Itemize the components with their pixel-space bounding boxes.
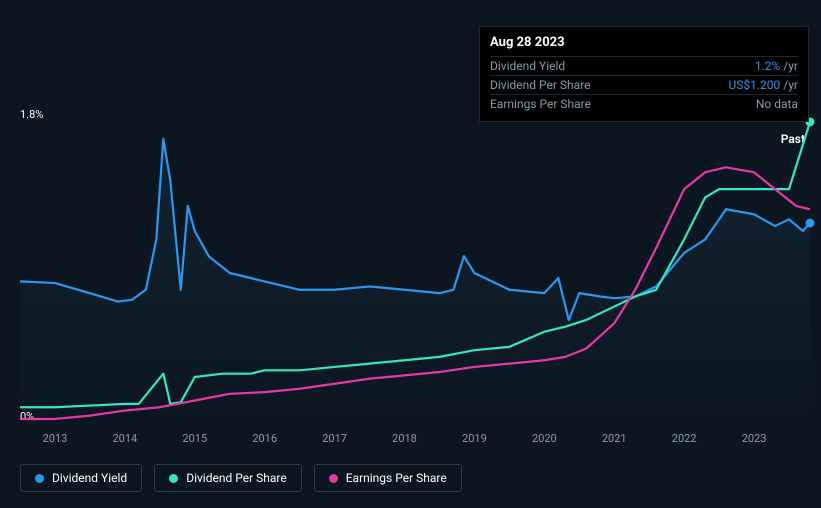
tooltip-date: Aug 28 2023 xyxy=(490,35,798,50)
x-axis-tick: 2016 xyxy=(252,432,277,445)
legend-dot-icon xyxy=(329,474,338,483)
tooltip-value: US$1.200 xyxy=(729,78,781,92)
legend-label: Dividend Per Share xyxy=(186,471,287,485)
chart-plot[interactable] xyxy=(20,122,810,424)
tooltip-row-dividend-per-share: Dividend Per Share US$1.200 /yr xyxy=(490,75,798,94)
legend-dot-icon xyxy=(169,474,178,483)
chart-legend: Dividend Yield Dividend Per Share Earnin… xyxy=(20,464,462,492)
tooltip-label: Earnings Per Share xyxy=(490,97,756,111)
legend-item-dividend-yield[interactable]: Dividend Yield xyxy=(20,464,142,492)
y-axis-tick-max: 1.8% xyxy=(20,108,43,121)
tooltip-suffix: /yr xyxy=(783,78,798,92)
series-end-dot xyxy=(806,218,815,227)
x-axis-tick: 2020 xyxy=(532,432,557,445)
legend-label: Earnings Per Share xyxy=(346,471,447,485)
x-axis-tick: 2023 xyxy=(742,432,767,445)
legend-item-eps[interactable]: Earnings Per Share xyxy=(314,464,462,492)
x-axis-tick: 2021 xyxy=(602,432,627,445)
tooltip-label: Dividend Per Share xyxy=(490,78,729,92)
x-axis-tick: 2018 xyxy=(392,432,417,445)
x-axis-tick: 2015 xyxy=(182,432,207,445)
tooltip-value: 1.2% xyxy=(755,59,780,73)
tooltip-row-eps: Earnings Per Share No data xyxy=(490,94,798,113)
x-axis-tick: 2019 xyxy=(462,432,487,445)
tooltip-label: Dividend Yield xyxy=(490,59,755,73)
legend-item-dividend-per-share[interactable]: Dividend Per Share xyxy=(154,464,302,492)
x-axis-tick: 2014 xyxy=(112,432,137,445)
x-axis-tick: 2013 xyxy=(43,432,68,445)
tooltip-row-dividend-yield: Dividend Yield 1.2% /yr xyxy=(490,56,798,75)
tooltip-nodata: No data xyxy=(756,97,798,111)
legend-dot-icon xyxy=(35,474,44,483)
dividend-chart: Aug 28 2023 Dividend Yield 1.2% /yr Divi… xyxy=(0,0,821,508)
legend-label: Dividend Yield xyxy=(52,471,127,485)
x-axis-tick: 2022 xyxy=(672,432,697,445)
tooltip-suffix: /yr xyxy=(783,59,798,73)
chart-tooltip: Aug 28 2023 Dividend Yield 1.2% /yr Divi… xyxy=(479,26,809,122)
x-axis-tick: 2017 xyxy=(322,432,347,445)
